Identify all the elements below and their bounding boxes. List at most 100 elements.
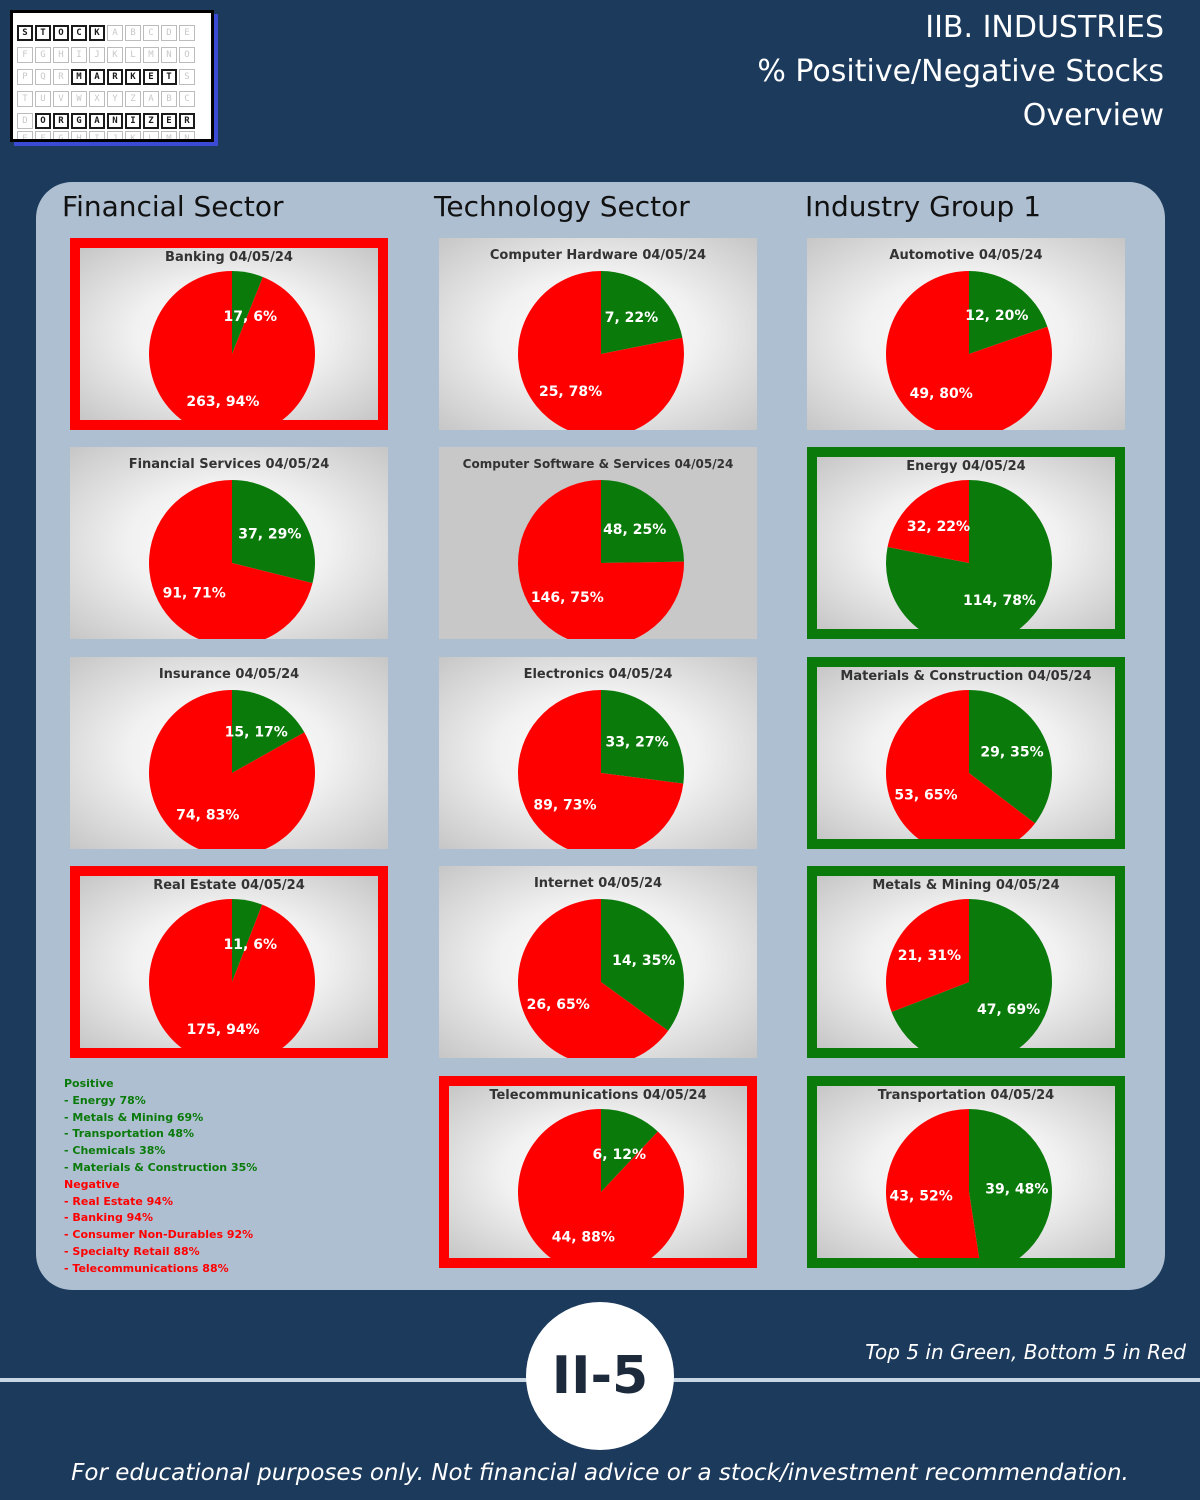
pie-slice-positive — [601, 480, 684, 563]
logo-filler-cell: Y — [107, 91, 123, 107]
pie-slice-positive — [601, 271, 683, 354]
chart-title: Telecommunications 04/05/24 — [489, 1088, 707, 1103]
logo-letter: C — [71, 25, 87, 41]
legend-positive-item: - Transportation 48% — [64, 1127, 195, 1141]
legend-negative-item: - Consumer Non-Durables 92% — [64, 1228, 254, 1242]
pie-chart: 47, 69% 21, 31% — [886, 899, 1052, 1048]
logo-filler-cell: G — [53, 131, 69, 139]
pie-chart: 17, 6% 263, 94% — [149, 271, 315, 420]
page-number-badge: II-5 — [526, 1302, 674, 1450]
logo-letter: O — [53, 25, 69, 41]
data-label-positive: 29, 35% — [980, 745, 1043, 761]
data-label-negative: 53, 65% — [894, 787, 957, 803]
logo-filler-cell: E — [17, 131, 33, 139]
logo-filler-cell: K — [107, 47, 123, 63]
pie-chart-card: Electronics 04/05/24 33, 27% 89, 73% — [439, 657, 757, 849]
pie-slice-negative — [886, 1109, 980, 1258]
pie-chart-card: Internet 04/05/24 14, 35% 26, 65% — [439, 866, 757, 1058]
column-title-financial: Financial Sector — [62, 190, 284, 223]
chart-title: Banking 04/05/24 — [165, 250, 293, 265]
data-label-positive: 12, 20% — [965, 308, 1028, 324]
pie-chart-card: Insurance 04/05/24 15, 17% 74, 83% — [70, 657, 388, 849]
chart-title: Metals & Mining 04/05/24 — [872, 878, 1060, 893]
pie-slice-positive — [232, 690, 305, 773]
chart-title: Computer Hardware 04/05/24 — [489, 248, 707, 263]
logo-filler-cell: I — [89, 131, 105, 139]
logo-filler-cell: F — [17, 47, 33, 63]
pie-slice-negative — [886, 271, 1052, 430]
logo-filler-cell: J — [89, 47, 105, 63]
pie-slice-negative — [149, 480, 313, 639]
logo-filler-cell: K — [125, 131, 141, 139]
logo-filler-cell: E — [179, 25, 195, 41]
logo-letter: T — [161, 69, 177, 85]
pie-chart: 37, 29% 91, 71% — [149, 480, 315, 639]
logo-filler-cell: X — [89, 91, 105, 107]
logo-letter: S — [17, 25, 33, 41]
logo-filler-cell: M — [161, 131, 177, 139]
pie-chart: 29, 35% 53, 65% — [886, 690, 1052, 839]
top-bottom-legend: Positive - Energy 78% - Metals & Mining … — [64, 1076, 257, 1278]
logo-letter: R — [53, 113, 69, 129]
legend-negative-title: Negative — [64, 1177, 120, 1191]
pie-slice-positive — [232, 899, 263, 982]
disclaimer: For educational purposes only. Not finan… — [71, 1460, 1129, 1486]
pie-chart: 39, 48% 43, 52% — [886, 1109, 1052, 1258]
pie-chart: 15, 17% 74, 83% — [149, 690, 315, 849]
data-label-positive: 6, 12% — [593, 1147, 646, 1163]
pie-slice-positive — [891, 899, 1052, 1048]
header-line-3: Overview — [1022, 98, 1164, 133]
header-line-2: % Positive/Negative Stocks — [757, 54, 1164, 89]
logo-filler-cell: O — [179, 47, 195, 63]
chart-title: Internet 04/05/24 — [533, 876, 663, 891]
chart-title: Electronics 04/05/24 — [523, 667, 673, 682]
data-label-negative: 49, 80% — [910, 386, 973, 402]
logo-filler-cell: N — [179, 131, 195, 139]
logo-filler-cell: C — [179, 91, 195, 107]
data-label-negative: 43, 52% — [890, 1189, 953, 1205]
logo-letter: I — [125, 113, 141, 129]
data-label-positive: 7, 22% — [605, 310, 658, 326]
column-title-technology: Technology Sector — [434, 190, 690, 223]
pie-chart-card: Materials & Construction 04/05/24 29, 35%… — [807, 657, 1125, 849]
pie-chart-card: Metals & Mining 04/05/24 47, 69% 21, 31% — [807, 866, 1125, 1058]
pie-chart: 12, 20% 49, 80% — [886, 271, 1052, 430]
data-label-positive: 47, 69% — [977, 1002, 1040, 1018]
pie-slice-negative — [518, 1109, 684, 1258]
legend-negative-item: - Real Estate 94% — [64, 1194, 173, 1208]
logo-letter: E — [143, 69, 159, 85]
logo-letter: A — [89, 69, 105, 85]
logo-filler-cell: W — [71, 91, 87, 107]
pie-chart: 114, 78% 32, 22% — [886, 480, 1052, 629]
data-label-positive: 39, 48% — [985, 1181, 1048, 1197]
pie-slice-positive — [232, 480, 315, 584]
pie-slice-positive — [886, 480, 1052, 629]
pie-slice-positive — [232, 271, 263, 354]
logo-letter: T — [35, 25, 51, 41]
logo-filler-cell: P — [17, 69, 33, 85]
data-label-negative: 263, 94% — [186, 394, 259, 410]
logo-letter: A — [89, 113, 105, 129]
data-label-negative: 26, 65% — [527, 997, 590, 1013]
pie-chart: 14, 35% 26, 65% — [518, 899, 684, 1058]
chart-title: Energy 04/05/24 — [906, 459, 1026, 474]
data-label-negative: 32, 22% — [907, 519, 970, 535]
header-line-1: IIB. INDUSTRIES — [925, 10, 1164, 45]
chart-title: Materials & Construction 04/05/24 — [840, 669, 1092, 684]
pie-chart: 48, 25% 146, 75% — [518, 480, 684, 639]
page-header: IIB. INDUSTRIES % Positive/Negative Stoc… — [757, 6, 1164, 138]
logo-letter: O — [35, 113, 51, 129]
logo-filler-cell: N — [161, 47, 177, 63]
logo-filler-cell: Q — [35, 69, 51, 85]
pie-chart-card: Computer Software & Services 04/05/24 48,… — [439, 447, 757, 639]
pie-slice-negative — [886, 899, 969, 1012]
pie-slice-positive — [969, 271, 1048, 354]
logo-letter: R — [179, 113, 195, 129]
pie-slice-positive — [969, 1109, 1052, 1258]
logo-filler-cell: F — [35, 131, 51, 139]
legend-positive-item: - Materials & Construction 35% — [64, 1160, 258, 1174]
logo-filler-cell: I — [71, 47, 87, 63]
data-label-negative: 91, 71% — [163, 586, 226, 602]
logo-filler-cell: B — [161, 91, 177, 107]
